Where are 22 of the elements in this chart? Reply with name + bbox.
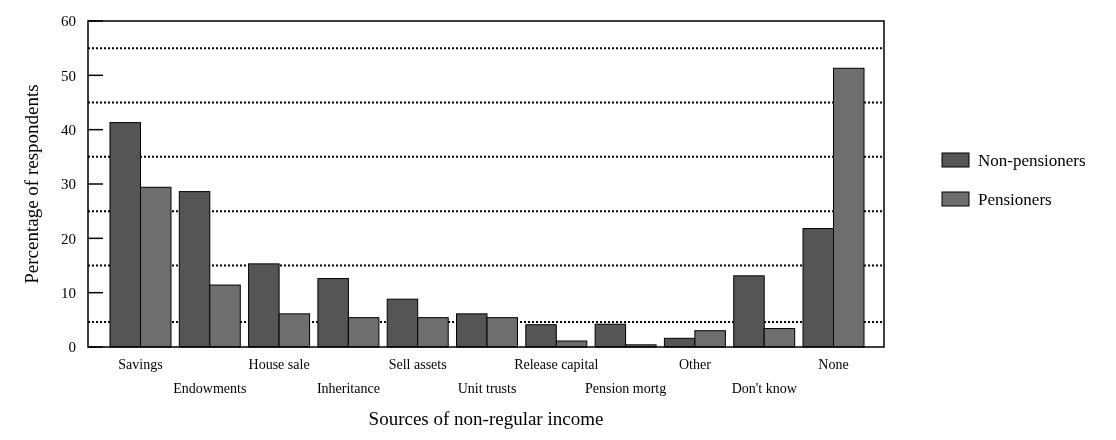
legend-label: Pensioners <box>978 189 1052 209</box>
x-tick-label: Endowments <box>173 381 247 396</box>
x-tick-label: None <box>818 357 849 372</box>
y-tick-label: 0 <box>68 339 76 356</box>
y-tick-label: 50 <box>61 67 76 84</box>
y-tick-label: 10 <box>61 284 76 301</box>
y-tick-label: 20 <box>61 230 76 247</box>
x-tick-label: Inheritance <box>316 381 380 396</box>
x-tick-label: Don't know <box>731 381 798 396</box>
x-tick-label: House sale <box>248 357 310 372</box>
x-tick-label: Release capital <box>514 357 599 372</box>
legend-label: Non-pensioners <box>978 150 1086 170</box>
x-tick-label: Sell assets <box>388 357 447 372</box>
x-tick-label: Other <box>678 357 712 372</box>
y-axis-title: Percentage of respondents <box>21 84 42 284</box>
y-tick-label: 30 <box>61 176 76 193</box>
x-tick-label: Unit trusts <box>457 381 517 396</box>
y-tick-label: 40 <box>61 121 76 138</box>
x-axis-title: Sources of non-regular income <box>368 408 604 429</box>
x-tick-label: Pension mortg <box>584 381 667 396</box>
x-tick-label: Savings <box>118 357 163 372</box>
y-tick-label: 60 <box>61 13 76 30</box>
